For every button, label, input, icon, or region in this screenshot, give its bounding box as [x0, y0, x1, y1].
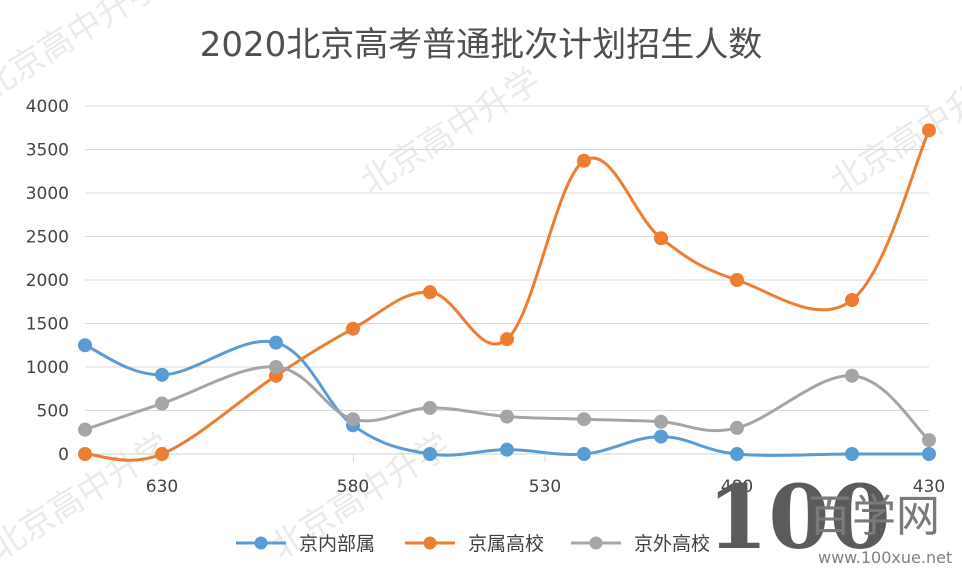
data-point-0-4	[423, 447, 437, 461]
data-point-1-7	[654, 231, 668, 246]
legend-item-2: 京外高校	[571, 533, 710, 555]
y-tick-label: 3500	[26, 141, 69, 161]
y-tick-label: 1500	[26, 315, 69, 335]
watermark-text-3: 北京高中升学	[824, 61, 962, 203]
watermark-text-1: 北京高中升学	[0, 0, 168, 108]
chart-title: 2020北京高考普通批次计划招生人数	[200, 25, 763, 65]
data-point-0-0	[78, 338, 92, 353]
watermark-text-2: 北京高中升学	[354, 61, 548, 203]
data-point-0-1	[155, 367, 169, 382]
data-point-2-7	[654, 414, 668, 429]
legend-marker-2	[589, 536, 603, 550]
legend-marker-0	[254, 536, 268, 550]
legend-label-0: 京内部属	[299, 533, 375, 555]
y-tick-label: 500	[37, 402, 69, 422]
legend-item-1: 京属高校	[405, 533, 544, 555]
x-tick-label: 480	[721, 477, 753, 497]
data-point-0-5	[500, 442, 514, 457]
data-point-2-3	[346, 412, 360, 427]
legend-label-1: 京属高校	[468, 533, 544, 555]
data-point-0-8	[730, 447, 744, 461]
data-point-2-9	[845, 368, 859, 383]
brand-watermark: 100 百学网 www.100xue.net	[707, 465, 952, 569]
data-point-0-2	[269, 335, 283, 350]
data-point-2-1	[155, 396, 169, 411]
data-point-1-4	[423, 285, 437, 300]
data-point-1-10	[922, 123, 936, 138]
data-point-0-7	[654, 429, 668, 444]
data-point-2-2	[269, 360, 283, 374]
y-tick-label: 2000	[26, 271, 69, 291]
y-tick-label: 0	[58, 445, 69, 465]
x-tick-label: 530	[529, 477, 561, 497]
brand-chinese: 百学网	[808, 491, 940, 542]
brand-url: www.100xue.net	[818, 548, 952, 567]
x-tick-label: 630	[146, 477, 178, 497]
legend-item-0: 京内部属	[236, 533, 375, 555]
data-point-2-5	[500, 409, 514, 424]
series-line-1	[83, 128, 931, 462]
data-point-1-3	[346, 321, 360, 336]
x-tick-label: 580	[337, 477, 369, 497]
data-point-1-1	[155, 447, 169, 461]
y-tick-label: 1000	[26, 358, 69, 378]
legend-label-2: 京外高校	[634, 533, 710, 555]
data-point-1-8	[730, 273, 744, 287]
data-point-0-6	[577, 447, 591, 461]
legend-marker-1	[423, 536, 437, 550]
tick-labels: 0 500 1000 1500 2000 2500 3000 3500 4000 630 580 53…	[26, 97, 945, 497]
data-points	[78, 123, 936, 461]
y-tick-label: 4000	[26, 97, 69, 117]
gridlines	[85, 105, 929, 455]
y-tick-label: 2500	[26, 228, 69, 248]
data-point-1-0	[78, 447, 92, 461]
data-point-1-5	[500, 332, 514, 347]
data-point-0-10	[922, 447, 936, 461]
data-point-2-4	[423, 400, 437, 415]
brand-number: 100	[707, 465, 891, 569]
data-point-2-6	[577, 412, 591, 427]
data-point-1-6	[577, 153, 591, 168]
y-tick-label: 3000	[26, 184, 69, 204]
series-line-2	[83, 365, 931, 442]
legend: 京内部属 京属高校 京外高校	[236, 533, 710, 555]
data-point-2-8	[730, 420, 744, 435]
data-point-2-10	[922, 433, 936, 448]
data-point-0-9	[845, 447, 859, 461]
data-point-2-0	[78, 422, 92, 437]
data-point-1-9	[845, 293, 859, 308]
x-tick-label: 430	[913, 477, 945, 497]
series-line-0	[83, 339, 931, 457]
